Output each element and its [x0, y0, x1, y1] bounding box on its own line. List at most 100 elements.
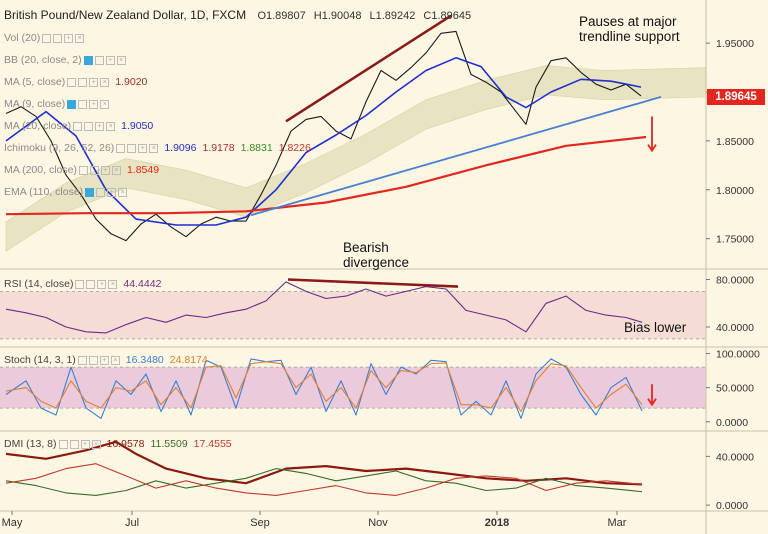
arrow-head-1: [647, 398, 657, 407]
chart-title: British Pound/New Zealand Dollar, 1D, FX…: [4, 8, 247, 22]
plus-icon[interactable]: +: [89, 77, 99, 87]
indicator-ma9[interactable]: MA (9, close) + ×: [4, 98, 110, 110]
series-price: [5, 30, 642, 242]
gear-icon[interactable]: [69, 439, 79, 449]
plus-icon[interactable]: +: [100, 165, 110, 175]
plus-icon[interactable]: +: [80, 439, 90, 449]
ohlc-h: H1.90048: [313, 10, 362, 22]
chart-header: British Pound/New Zealand Dollar, 1D, FX…: [4, 8, 471, 22]
ohlc-o: O1.89807: [257, 10, 306, 22]
close-icon[interactable]: ×: [116, 55, 126, 65]
indicator-ma20[interactable]: MA (20, close) + × 1.9050: [4, 120, 153, 132]
ohlc-c: C1.89645: [423, 10, 472, 22]
annotation-divergence: Bearish divergence: [343, 240, 409, 270]
close-icon[interactable]: ×: [100, 77, 110, 87]
close-icon[interactable]: ×: [75, 33, 85, 43]
pane-value: 11.5509: [150, 438, 188, 450]
eye-icon[interactable]: [78, 165, 88, 175]
stoch-tick-50.0000: 50.0000: [716, 383, 754, 395]
arrow-head-0: [647, 144, 657, 153]
plus-icon[interactable]: +: [107, 187, 117, 197]
eye-icon[interactable]: [83, 55, 93, 65]
eye-icon[interactable]: [73, 121, 83, 131]
indicator-ema110[interactable]: EMA (110, close) + ×: [4, 186, 128, 198]
annotation-bias: Bias lower: [624, 320, 687, 335]
indicator-ma5[interactable]: MA (5, close) + × 1.9020: [4, 76, 147, 88]
eye-icon[interactable]: [58, 439, 68, 449]
indicator-label: MA (9, close): [4, 98, 66, 110]
ichimoku-cloud: [5, 65, 707, 252]
annotation-trendline-line2: trendline support: [579, 29, 680, 44]
eye-icon[interactable]: [85, 187, 95, 197]
plus-icon[interactable]: +: [95, 121, 105, 131]
eye-icon[interactable]: [77, 355, 87, 365]
eye-icon[interactable]: [75, 279, 85, 289]
annotation-divergence-line1: Bearish: [343, 240, 389, 255]
plus-icon[interactable]: +: [64, 33, 74, 43]
series-divergence-price: [285, 14, 452, 123]
series-stoch-d: [5, 361, 643, 413]
close-icon[interactable]: ×: [110, 355, 120, 365]
indicator-vol[interactable]: Vol (20) + ×: [4, 32, 85, 44]
indicator-label: Vol (20): [4, 32, 41, 44]
indicator-label: MA (5, close): [4, 76, 66, 88]
close-icon[interactable]: ×: [106, 121, 116, 131]
gear-icon[interactable]: [78, 77, 88, 87]
gear-icon[interactable]: [94, 55, 104, 65]
series-di-minus: [5, 463, 643, 496]
close-icon[interactable]: ×: [149, 143, 159, 153]
dmi-tick-0.0000: 0.0000: [716, 500, 748, 512]
gear-icon[interactable]: [53, 33, 63, 43]
series-rsi: [5, 281, 643, 334]
pane-label-rsi[interactable]: RSI (14, close) + × 44.4442: [4, 278, 161, 290]
indicator-value: 1.9050: [121, 120, 154, 132]
pane-label-text: Stoch (14, 3, 1): [4, 354, 76, 366]
indicator-label: MA (20, close): [4, 120, 72, 132]
stoch-tick-100.0000: 100.0000: [716, 348, 760, 360]
series-adx: [5, 440, 643, 486]
close-icon[interactable]: ×: [100, 99, 110, 109]
gear-icon[interactable]: [96, 187, 106, 197]
plus-icon[interactable]: +: [105, 55, 115, 65]
indicator-value: 1.8226: [278, 142, 311, 154]
series-ma200: [5, 135, 647, 216]
eye-icon[interactable]: [67, 77, 77, 87]
close-icon[interactable]: ×: [91, 439, 101, 449]
last-price-badge: 1.89645: [707, 89, 765, 105]
indicator-value: 1.9020: [115, 76, 148, 88]
dmi-tick-40.0000: 40.0000: [716, 451, 754, 463]
eye-icon[interactable]: [116, 143, 126, 153]
plus-icon[interactable]: +: [89, 99, 99, 109]
gear-icon[interactable]: [86, 279, 96, 289]
plus-icon[interactable]: +: [97, 279, 107, 289]
price-tick-1.80000: 1.80000: [716, 185, 754, 197]
price-tick-1.85000: 1.85000: [716, 136, 754, 148]
eye-icon[interactable]: [67, 99, 77, 109]
close-icon[interactable]: ×: [111, 165, 121, 175]
indicator-ma200[interactable]: MA (200, close) + × 1.8549: [4, 164, 159, 176]
gear-icon[interactable]: [127, 143, 137, 153]
series-ma20: [5, 56, 642, 226]
pane-value: 44.4442: [123, 278, 162, 290]
indicator-bb[interactable]: BB (20, close, 2) + ×: [4, 54, 126, 66]
gear-icon[interactable]: [84, 121, 94, 131]
pane-label-text: DMI (13, 8): [4, 438, 57, 450]
plus-icon[interactable]: +: [138, 143, 148, 153]
pane-value: 16.9578: [106, 438, 145, 450]
close-icon[interactable]: ×: [118, 187, 128, 197]
series-rsi-divergence: [287, 278, 459, 288]
pane-label-dmi[interactable]: DMI (13, 8) + × 16.9578 11.5509 17.4555: [4, 438, 232, 450]
plus-icon[interactable]: +: [99, 355, 109, 365]
series-di-plus: [5, 468, 643, 496]
pane-label-stoch[interactable]: Stoch (14, 3, 1) + × 16.3480 24.8174: [4, 354, 208, 366]
indicator-ichi[interactable]: Ichimoku (9, 26, 52, 26) + × 1.9096 1.9178 1.…: [4, 142, 311, 154]
eye-icon[interactable]: [42, 33, 52, 43]
indicator-value: 1.8549: [126, 164, 160, 176]
gear-icon[interactable]: [88, 355, 98, 365]
rsi-tick-80.0000: 80.0000: [716, 275, 754, 287]
close-icon[interactable]: ×: [108, 279, 118, 289]
ohlc-readout: O1.89807 H1.90048 L1.89242 C1.89645: [249, 8, 471, 22]
gear-icon[interactable]: [78, 99, 88, 109]
gear-icon[interactable]: [89, 165, 99, 175]
